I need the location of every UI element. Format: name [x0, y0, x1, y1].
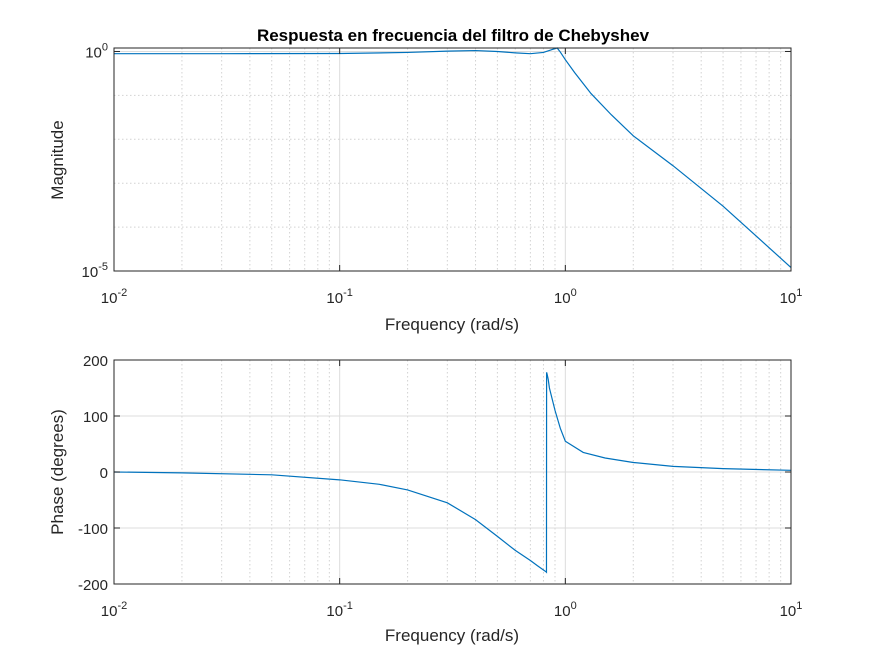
x-tick-label: 10-1	[326, 287, 352, 307]
x-tick-label: 10-2	[101, 600, 127, 620]
y-tick-label: 100	[83, 409, 108, 426]
phase-series-line	[113, 372, 792, 574]
phase-grid	[114, 360, 791, 584]
x-tick-label: 100	[554, 287, 577, 307]
phase-axes: 10-2 10-1 100 101 -200 -100 0 100 200 Frequency …	[48, 353, 802, 645]
magnitude-axes-frame	[113, 47, 792, 272]
y-tick-label: 200	[83, 353, 108, 370]
phase-ylabel: Phase (degrees)	[48, 409, 67, 535]
magnitude-grid	[114, 48, 791, 271]
y-tick-label: 10-5	[82, 261, 108, 281]
magnitude-curve-group	[114, 47, 792, 268]
phase-xlabel: Frequency (rad/s)	[385, 626, 519, 645]
magnitude-xlabel: Frequency (rad/s)	[385, 315, 519, 334]
x-tick-label: 101	[780, 287, 803, 307]
phase-ticks: 10-2 10-1 100 101 -200 -100 0 100 200	[78, 353, 802, 620]
chart-title: Respuesta en frecuencia del filtro de Ch…	[257, 26, 650, 45]
x-tick-label: 10-2	[101, 287, 127, 307]
x-tick-label: 101	[780, 600, 803, 620]
y-tick-label: -100	[78, 521, 108, 538]
y-tick-label: -200	[78, 577, 108, 594]
x-tick-label: 10-1	[326, 600, 352, 620]
x-tick-label: 100	[554, 600, 577, 620]
magnitude-ylabel: Magnitude	[48, 120, 67, 199]
y-tick-label: 100	[85, 41, 108, 61]
magnitude-ticks: 10-2 10-1 100 101 10-5 100	[82, 41, 803, 307]
phase-curve-group	[113, 372, 792, 574]
magnitude-series-line	[114, 47, 792, 268]
y-tick-label: 0	[100, 465, 108, 482]
